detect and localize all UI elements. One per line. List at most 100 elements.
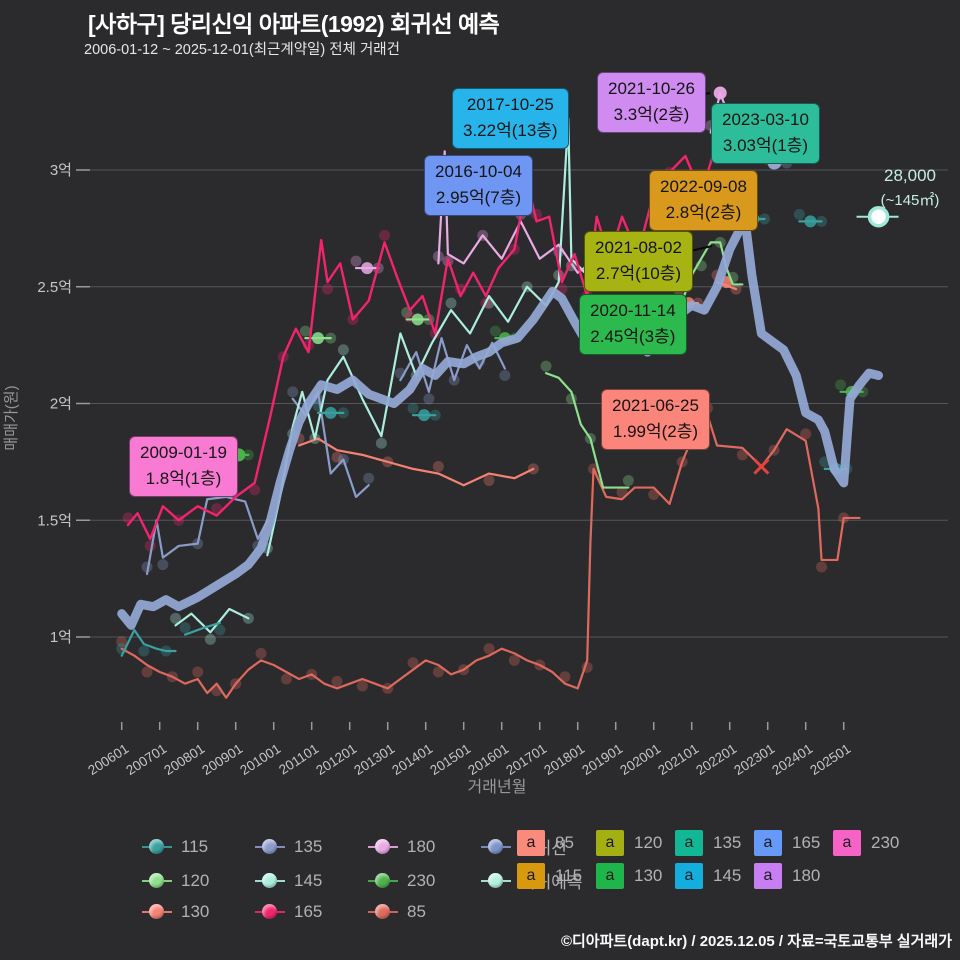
annotation-2021-08-02: 2021-08-02 2.7억(10층) [584,231,693,292]
series-legend-row: 130 165 85 [142,902,594,922]
legend-item-label: 130 [181,902,210,921]
annotation-price: 3.3억(2층) [613,104,690,124]
legend-dot-icon [368,872,398,889]
legend-item-label: 85 [407,902,426,921]
anno-legend-item-135[interactable]: a 135 [675,830,754,856]
legend-item-label: 230 [407,870,436,890]
legend-dot-icon [255,838,285,855]
legend-item-135[interactable]: 135 [255,834,368,859]
annotation-date: 2017-10-25 [466,95,554,114]
data-point [255,647,267,659]
anno-legend-label: 85 [555,833,574,852]
anno-legend-item-115[interactable]: a 115 [517,863,596,889]
anno-legend-item-130[interactable]: a 130 [596,863,675,889]
data-point [170,612,182,624]
x-tick-label: 201301 [351,741,397,778]
data-point [616,486,628,498]
data-point [375,437,387,449]
series-line-120 [677,241,744,312]
data-point [432,666,444,678]
x-tick-label: 202001 [617,741,663,778]
x-tick-label: 201701 [503,741,549,778]
x-tick-label: 200701 [123,741,169,778]
annotation-date: 2021-08-02 [595,238,682,257]
data-point [249,484,261,496]
legend-item-165[interactable]: 165 [255,902,368,922]
anno-legend-label: 180 [792,866,821,885]
annotation-date: 2023-03-10 [722,110,809,129]
anno-legend-label: 130 [634,866,663,885]
legend-item-145[interactable]: 145 [255,868,368,893]
data-point [337,344,349,356]
annotation-legend-row: a 85 a 120 a 135 a 165 a 230 [517,830,912,856]
anno-legend-label: 230 [871,833,900,852]
x-marker [753,458,770,475]
legend-item-115[interactable]: 115 [142,834,255,859]
legend-item-180[interactable]: 180 [368,834,481,859]
anno-legend-item-85[interactable]: a 85 [517,830,596,856]
legend-item-label: 145 [294,870,323,890]
legend-item-120[interactable]: 120 [142,868,255,893]
y-tick-label: 2억 [50,396,72,413]
series-line-회귀선 [117,219,884,630]
data-point [540,360,552,372]
annotation-2021-10-26: 2021-10-26 3.3억(2층) [597,72,706,133]
annotation-date: 2009-01-19 [140,443,227,462]
x-tick-label: 201801 [541,741,587,778]
series-line-180 [437,150,592,274]
series-line-115 [120,628,177,657]
prediction-marker [867,205,890,228]
plot-area: 3억 2.5억 2억 1.5억 1억 200601 200701 200801 200901 20… [3,72,958,796]
annotation-date: 2016-10-04 [435,162,522,181]
data-point [322,283,334,295]
anno-legend-item-120[interactable]: a 120 [596,830,675,856]
legend-item-85[interactable]: 85 [368,902,481,922]
data-point [138,645,150,657]
legend-item-label: 120 [181,870,210,890]
legend-item-230[interactable]: 230 [368,868,481,893]
data-point [483,643,495,655]
x-tick-label: 202401 [769,741,815,778]
y-tick-label: 2.5억 [37,279,72,296]
series-line-165 [126,140,728,541]
data-point [331,451,343,463]
anno-legend-item-180[interactable]: a 180 [754,863,833,889]
data-point [432,461,444,473]
series-line-85 [120,414,861,699]
annotation-price: 2.95억(7층) [435,187,522,207]
annotation-date: 2022-09-08 [660,177,747,196]
prediction-label: 28,000 (~145㎡) [862,162,958,213]
data-point [192,666,204,678]
data-point [407,402,419,414]
anno-legend-item-145[interactable]: a 145 [675,863,754,889]
anno-legend-swatch: a [596,863,624,889]
data-point [299,325,311,337]
data-point [816,561,828,573]
data-point [489,325,501,337]
annotation-2021-06-25: 2021-06-25 1.99억(2층) [601,389,710,450]
data-point [157,559,169,571]
anno-legend-item-165[interactable]: a 165 [754,830,833,856]
data-point [116,636,128,648]
legend-item-label: 165 [294,902,323,921]
legend-dot-icon [255,872,285,889]
data-point [793,208,805,220]
annotation-2020-11-14: 2020-11-14 2.45억(3층) [579,294,687,355]
anno-legend-swatch: a [517,830,545,856]
series-line-120 [544,372,630,489]
anno-legend-swatch: a [675,830,703,856]
y-tick-label: 1.5억 [37,512,72,529]
page-title: [사하구] 당리신익 아파트(1992) 회귀선 예측 [88,11,500,37]
data-point [736,449,748,461]
series-line-130 [297,437,535,487]
trade-marker [312,332,325,345]
annotation-price: 2.8억(2층) [665,202,742,222]
data-point [559,671,571,683]
data-point [445,297,457,309]
anno-legend-item-230[interactable]: a 230 [833,830,912,856]
legend-item-130[interactable]: 130 [142,902,255,922]
anno-legend-swatch: a [833,830,861,856]
data-point [356,680,368,692]
annotation-price: 3.03억(1층) [722,135,809,155]
annotation-legend-row: a 115 a 130 a 145 a 180 [517,863,912,889]
